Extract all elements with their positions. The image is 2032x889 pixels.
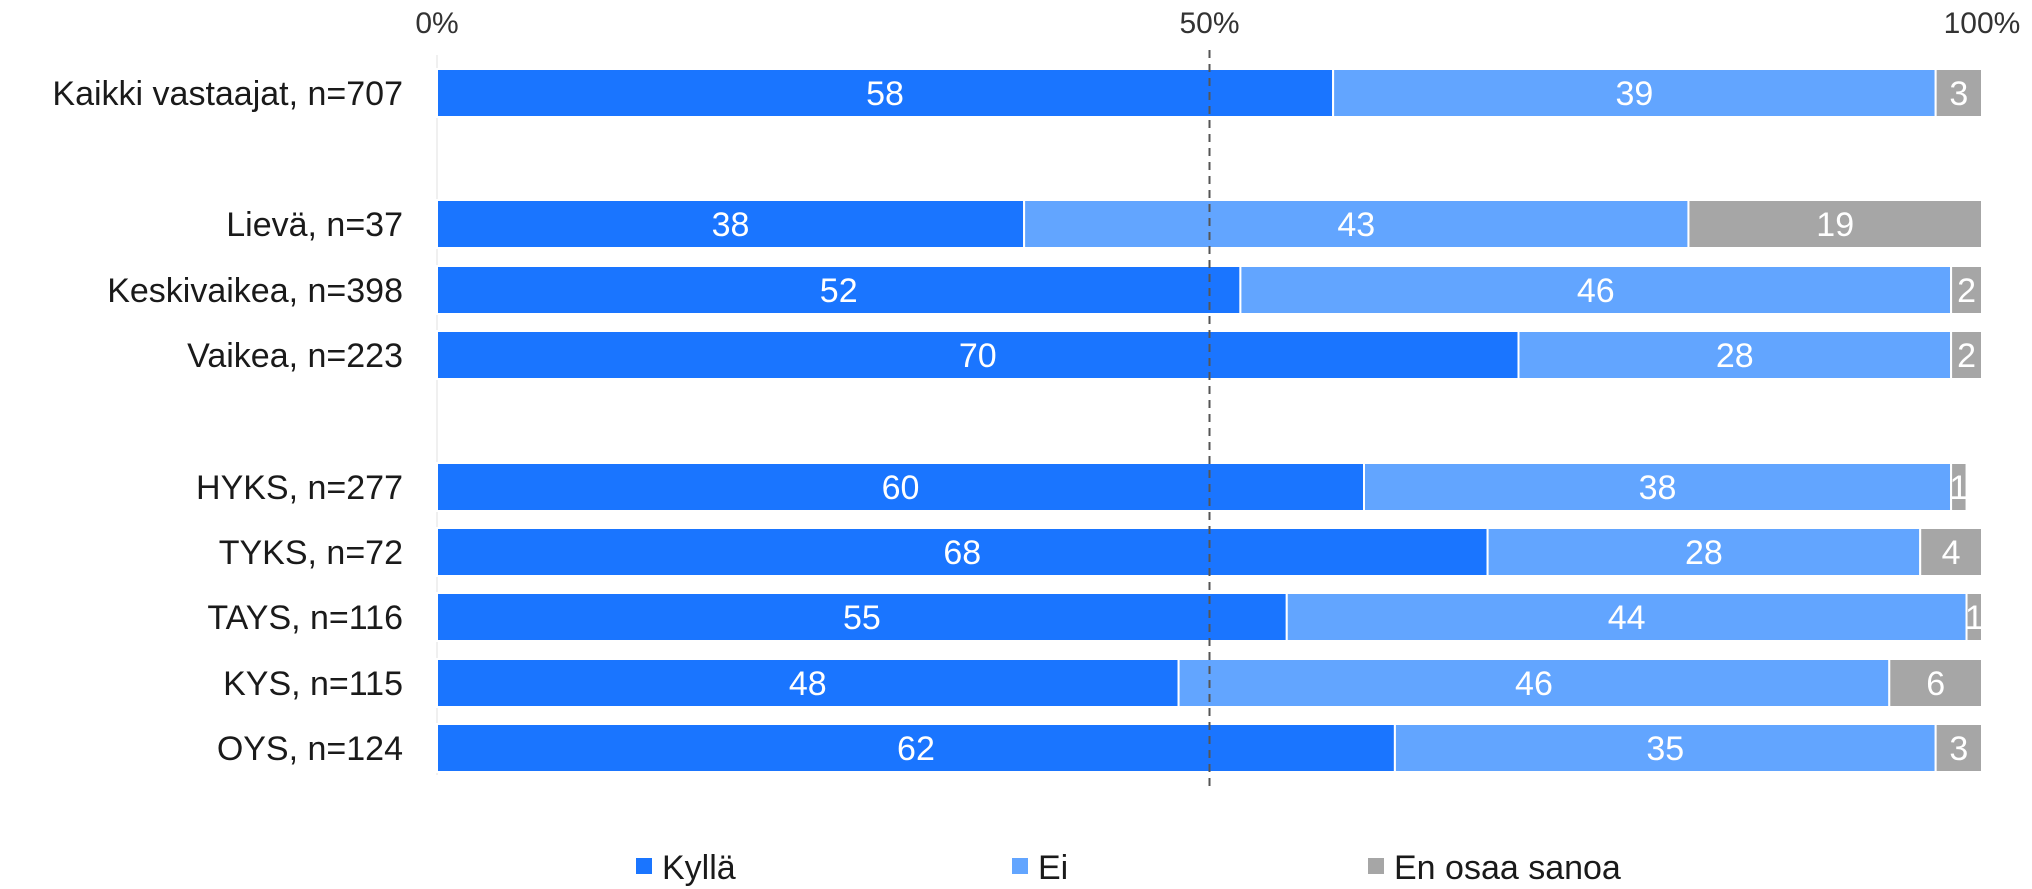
legend-label: En osaa sanoa [1394, 849, 1621, 887]
bar-segment [1934, 68, 1984, 118]
data-label: 4 [1942, 534, 1961, 572]
bar-segment [436, 723, 1396, 773]
data-label: 46 [1515, 665, 1553, 703]
bar-segment [1919, 527, 1983, 577]
data-label: 43 [1337, 206, 1375, 244]
category-label: HYKS, n=277 [196, 469, 403, 507]
bar-segment [1950, 330, 1983, 380]
data-label: 1 [1949, 469, 1968, 507]
legend: Kyllä Ei En osaa sanoa [636, 849, 1621, 887]
data-label: 60 [882, 469, 920, 507]
data-label: 1 [1965, 599, 1984, 637]
data-label: 52 [820, 272, 858, 310]
data-label: 44 [1608, 599, 1646, 637]
legend-label: Kyllä [662, 849, 736, 887]
legend-swatch [636, 858, 652, 874]
bar-segment [1888, 658, 1984, 708]
bar-segment [1332, 68, 1937, 118]
bar-segment [1177, 658, 1891, 708]
x-tick-label: 0% [415, 7, 458, 40]
bar-segment [1687, 199, 1983, 249]
data-label: 6 [1926, 665, 1945, 703]
data-label: 35 [1646, 730, 1684, 768]
legend-swatch [1012, 858, 1028, 874]
bar-segment [1486, 527, 1922, 577]
bars-group: 58 39 3 38 43 19 52 46 2 70 28 2 60 38 1 68 28 4 55 44 1 48 46… [436, 68, 1984, 773]
legend-label: Ei [1038, 849, 1068, 887]
bar-segment [436, 199, 1026, 249]
bar-segment [1285, 592, 1968, 642]
data-label: 3 [1949, 730, 1968, 768]
category-label: TYKS, n=72 [219, 534, 403, 572]
x-tick-label: 50% [1179, 7, 1239, 40]
bar-segment [1950, 462, 1968, 512]
bar-segment [1363, 462, 1953, 512]
data-label: 38 [1639, 469, 1677, 507]
data-label: 55 [843, 599, 881, 637]
bar-segment [436, 265, 1242, 315]
data-label: 28 [1716, 337, 1754, 375]
category-label: Keskivaikea, n=398 [107, 272, 403, 310]
data-label: 68 [943, 534, 981, 572]
bar-segment [436, 330, 1520, 380]
bar-segment [1934, 723, 1984, 773]
data-label: 2 [1957, 272, 1976, 310]
legend-swatch [1368, 858, 1384, 874]
data-label: 39 [1615, 75, 1653, 113]
data-label: 58 [866, 75, 904, 113]
data-label: 46 [1577, 272, 1615, 310]
category-label: OYS, n=124 [217, 730, 403, 768]
data-label: 62 [897, 730, 935, 768]
data-label: 3 [1949, 75, 1968, 113]
bar-segment [1950, 265, 1983, 315]
data-label: 28 [1685, 534, 1723, 572]
bar-segment [1393, 723, 1937, 773]
data-label: 38 [712, 206, 750, 244]
category-label: TAYS, n=116 [207, 599, 403, 637]
x-tick-label: 100% [1944, 7, 2021, 40]
data-label: 19 [1816, 206, 1854, 244]
category-label: Vaikea, n=223 [187, 337, 403, 375]
category-labels: Kaikki vastaajat, n=707 Lievä, n=37 Keskiv… [52, 75, 403, 768]
data-label: 70 [959, 337, 997, 375]
x-axis-ticks: 0% 50% 100% [415, 7, 2020, 40]
bar-segment [436, 527, 1489, 577]
category-label: Kaikki vastaajat, n=707 [52, 75, 403, 113]
category-label: Lievä, n=37 [226, 206, 403, 244]
data-label: 48 [789, 665, 827, 703]
data-label: 2 [1957, 337, 1976, 375]
category-label: KYS, n=115 [223, 665, 403, 703]
bar-segment [1517, 330, 1953, 380]
bar-segment [1239, 265, 1953, 315]
bar-segment [1965, 592, 1984, 642]
bar-segment [436, 592, 1288, 642]
